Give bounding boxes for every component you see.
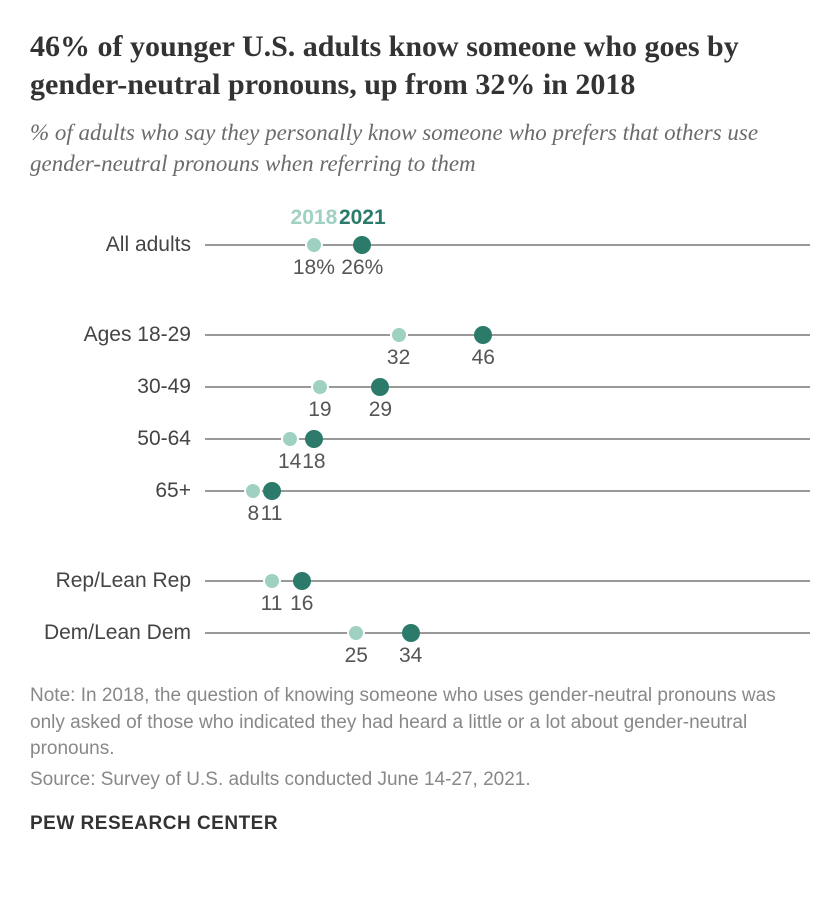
value-label-2021: 34 (399, 644, 422, 668)
dot-2018 (244, 482, 262, 500)
row-track: 1116 (205, 580, 810, 582)
value-label-2021: 26% (341, 256, 383, 280)
row-label: Dem/Lean Dem (30, 621, 205, 645)
row-track: 2534 (205, 632, 810, 634)
value-label-2018: 18% (293, 256, 335, 280)
chart-note: Note: In 2018, the question of knowing s… (30, 683, 810, 763)
value-label-2018: 25 (345, 644, 368, 668)
chart-source: Source: Survey of U.S. adults conducted … (30, 767, 810, 794)
dot-2021 (305, 430, 323, 448)
value-label-2018: 8 (248, 502, 260, 526)
dot-2018 (347, 624, 365, 642)
dot-2021 (293, 572, 311, 590)
dot-2018 (281, 430, 299, 448)
year-label-2021: 2021 (339, 206, 386, 230)
row-track: 811 (205, 490, 810, 492)
row-track: 1929 (205, 386, 810, 388)
dot-2021 (353, 236, 371, 254)
chart-row: All adults2018202118%26% (30, 219, 810, 271)
dot-2021 (263, 482, 281, 500)
row-track: 2018202118%26% (205, 244, 810, 246)
row-label: 30-49 (30, 375, 205, 399)
dot-2018 (311, 378, 329, 396)
dot-2021 (371, 378, 389, 396)
row-label: Rep/Lean Rep (30, 569, 205, 593)
value-label-2021: 11 (261, 502, 283, 526)
row-label: All adults (30, 233, 205, 257)
row-track: 1418 (205, 438, 810, 440)
dot-2018 (305, 236, 323, 254)
dot-2018 (263, 572, 281, 590)
row-track: 3246 (205, 334, 810, 336)
dot-plot-chart: All adults2018202118%26%Ages 18-29324630… (30, 219, 810, 659)
dot-2021 (474, 326, 492, 344)
row-label: 50-64 (30, 427, 205, 451)
row-label: 65+ (30, 479, 205, 503)
year-label-2018: 2018 (291, 206, 338, 230)
chart-row: 65+811 (30, 465, 810, 517)
chart-title: 46% of younger U.S. adults know someone … (30, 28, 810, 103)
chart-row: Rep/Lean Rep1116 (30, 555, 810, 607)
chart-row: Ages 18-293246 (30, 309, 810, 361)
chart-row: 30-491929 (30, 361, 810, 413)
chart-row: 50-641418 (30, 413, 810, 465)
dot-2018 (390, 326, 408, 344)
chart-row: Dem/Lean Dem2534 (30, 607, 810, 659)
dot-2021 (402, 624, 420, 642)
chart-subtitle: % of adults who say they personally know… (30, 117, 810, 179)
chart-attribution: PEW RESEARCH CENTER (30, 813, 810, 835)
row-label: Ages 18-29 (30, 323, 205, 347)
